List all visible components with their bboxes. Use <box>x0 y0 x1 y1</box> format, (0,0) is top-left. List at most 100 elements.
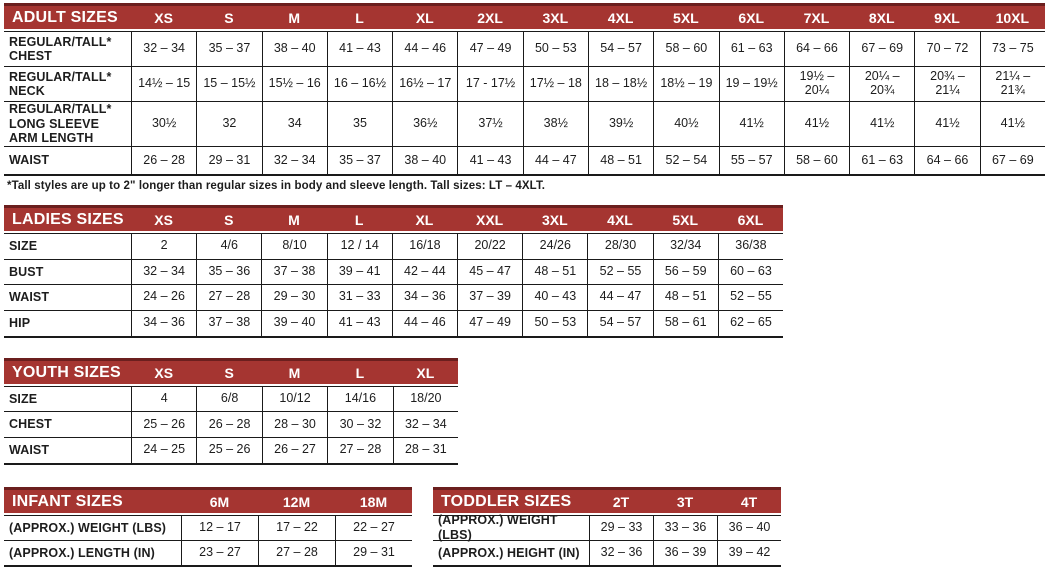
size-value-cell: 37½ <box>457 102 522 146</box>
size-value-cell: 34 <box>261 102 327 146</box>
size-value-cell: 34 – 36 <box>391 285 457 310</box>
size-value-cell: 44 – 46 <box>392 32 457 66</box>
size-value-cell: 10/12 <box>261 387 327 412</box>
size-value-cell: 47 – 49 <box>457 310 522 336</box>
size-value-cell: 41½ <box>979 102 1045 146</box>
size-value-cell: 47 – 49 <box>457 32 522 66</box>
size-value-cell: 42 – 44 <box>391 259 457 284</box>
row-label: HIP <box>9 316 31 331</box>
ladies-sizes-header-bar: LADIES SIZES XS S M L XL XXL 3XL 4XL 5XL 6XL <box>4 205 783 231</box>
size-value-cell: 70 – 72 <box>914 32 979 66</box>
size-value-cell: 41½ <box>783 102 849 146</box>
size-value-cell: 8/10 <box>261 234 326 259</box>
size-value-cell: 16/18 <box>391 234 457 259</box>
size-value-cell: 17 – 22 <box>258 516 335 540</box>
size-value-cell: 15 – 15½ <box>196 67 261 101</box>
row-label: CHEST <box>9 417 52 432</box>
size-value-cell: 16 – 16½ <box>326 67 392 101</box>
column-header: M <box>288 364 301 381</box>
size-value-cell: 17½ – 18 <box>522 67 588 101</box>
column-header: 10XL <box>995 9 1030 26</box>
size-value-cell: 44 – 47 <box>587 285 652 310</box>
row-label: (APPROX.) WEIGHT (LBS) <box>9 520 167 535</box>
size-value-cell: 2 <box>131 234 196 259</box>
column-header: XS <box>154 211 173 228</box>
size-value-cell: 34 – 36 <box>131 310 196 336</box>
size-value-cell: 52 – 55 <box>717 285 783 310</box>
size-value-cell: 48 – 51 <box>652 285 718 310</box>
table-row: (APPROX.) WEIGHT (LBS) 29 – 33 33 – 36 36 –… <box>433 513 781 542</box>
table-row: CHEST 25 – 26 26 – 28 28 – 30 30 – 32 32 – 34 <box>4 412 458 438</box>
size-value-cell: 48 – 51 <box>587 147 653 174</box>
table-row: WAIST 26 – 28 29 – 31 32 – 34 35 – 37 38 – 40… <box>4 147 1045 174</box>
table-row: (APPROX.) WEIGHT (LBS) 12 – 17 17 – 22 22 –… <box>4 516 412 541</box>
size-value-cell: 25 – 26 <box>131 412 196 437</box>
size-value-cell: 25 – 26 <box>196 437 261 463</box>
size-value-cell: 19½ – 20¼ <box>783 67 849 101</box>
column-header: 8XL <box>868 9 895 26</box>
size-value-cell: 27 – 28 <box>196 285 261 310</box>
row-label: WAIST <box>9 443 50 458</box>
size-value-cell: 41½ <box>718 102 784 146</box>
size-value-cell: 30 – 32 <box>327 412 392 437</box>
size-value-cell: 26 – 28 <box>131 147 196 174</box>
row-label: REGULAR/TALL* LONG SLEEVE ARM LENGTH <box>9 102 112 146</box>
size-value-cell: 40 – 43 <box>522 285 587 310</box>
column-header: 2XL <box>477 9 503 26</box>
size-value-cell: 22 – 27 <box>335 516 412 540</box>
size-value-cell: 56 – 59 <box>652 259 718 284</box>
size-value-cell: 28 – 30 <box>261 412 327 437</box>
size-value-cell: 55 – 57 <box>718 147 784 174</box>
youth-sizes-title: YOUTH SIZES <box>12 363 121 381</box>
column-header: XXL <box>476 211 504 228</box>
column-header: L <box>354 211 364 228</box>
size-value-cell: 58 – 60 <box>653 32 718 66</box>
size-value-cell: 36 – 39 <box>653 540 717 565</box>
size-value-cell: 41 – 43 <box>457 147 522 174</box>
table-row: WAIST 24 – 26 27 – 28 29 – 30 31 – 33 34 – 36… <box>4 285 783 311</box>
size-value-cell: 36/38 <box>717 234 783 259</box>
row-label: REGULAR/TALL* NECK <box>9 69 112 98</box>
size-value-cell: 18½ – 19 <box>653 67 718 101</box>
size-value-cell: 26 – 28 <box>196 412 261 437</box>
column-header: 4T <box>740 493 758 510</box>
size-value-cell: 4 <box>131 387 196 412</box>
size-value-cell: 29 – 33 <box>589 516 653 540</box>
size-value-cell: 23 – 27 <box>181 540 258 565</box>
size-value-cell: 67 – 69 <box>979 147 1045 174</box>
size-value-cell: 35 – 37 <box>196 32 261 66</box>
size-value-cell: 29 – 30 <box>261 285 326 310</box>
size-value-cell: 52 – 54 <box>653 147 718 174</box>
size-value-cell: 33 – 36 <box>653 516 717 540</box>
column-header: XL <box>415 211 434 228</box>
size-value-cell: 17 - 17½ <box>457 67 522 101</box>
size-value-cell: 18 – 18½ <box>587 67 653 101</box>
size-value-cell: 14½ – 15 <box>131 67 196 101</box>
adult-sizes-title: ADULT SIZES <box>12 8 118 26</box>
column-header: 3XL <box>542 9 569 26</box>
table-row: HIP 34 – 36 37 – 38 39 – 40 41 – 43 44 – 46 47… <box>4 310 783 336</box>
size-value-cell: 38½ <box>522 102 588 146</box>
toddler-sizes-title: TODDLER SIZES <box>441 492 572 510</box>
size-value-cell: 32 – 36 <box>589 540 653 565</box>
size-value-cell: 6/8 <box>196 387 261 412</box>
table-row: (APPROX.) HEIGHT (IN) 32 – 36 36 – 39 39 – … <box>433 540 781 565</box>
size-value-cell: 54 – 57 <box>587 32 653 66</box>
size-value-cell: 37 – 38 <box>196 310 261 336</box>
column-header: L <box>355 9 364 26</box>
row-label: WAIST <box>9 290 50 305</box>
table-row: WAIST 24 – 25 25 – 26 26 – 27 27 – 28 28 – 31 <box>4 437 458 463</box>
column-header: 2T <box>612 493 630 510</box>
column-header: 9XL <box>934 9 960 26</box>
toddler-sizes-body: (APPROX.) WEIGHT (LBS) 29 – 33 33 – 36 36 –… <box>433 513 781 567</box>
size-value-cell: 24 – 26 <box>131 285 196 310</box>
size-value-cell: 29 – 31 <box>196 147 261 174</box>
size-value-cell: 20¼ – 20¾ <box>849 67 914 101</box>
size-value-cell: 38 – 40 <box>392 147 457 174</box>
column-header: XS <box>154 9 173 26</box>
table-row: (APPROX.) LENGTH (IN) 23 – 27 27 – 28 29 – … <box>4 540 412 565</box>
size-value-cell: 40½ <box>653 102 718 146</box>
table-row: REGULAR/TALL* NECK 14½ – 15 15 – 15½ 15½ – … <box>4 67 1045 102</box>
size-value-cell: 45 – 47 <box>457 259 522 284</box>
